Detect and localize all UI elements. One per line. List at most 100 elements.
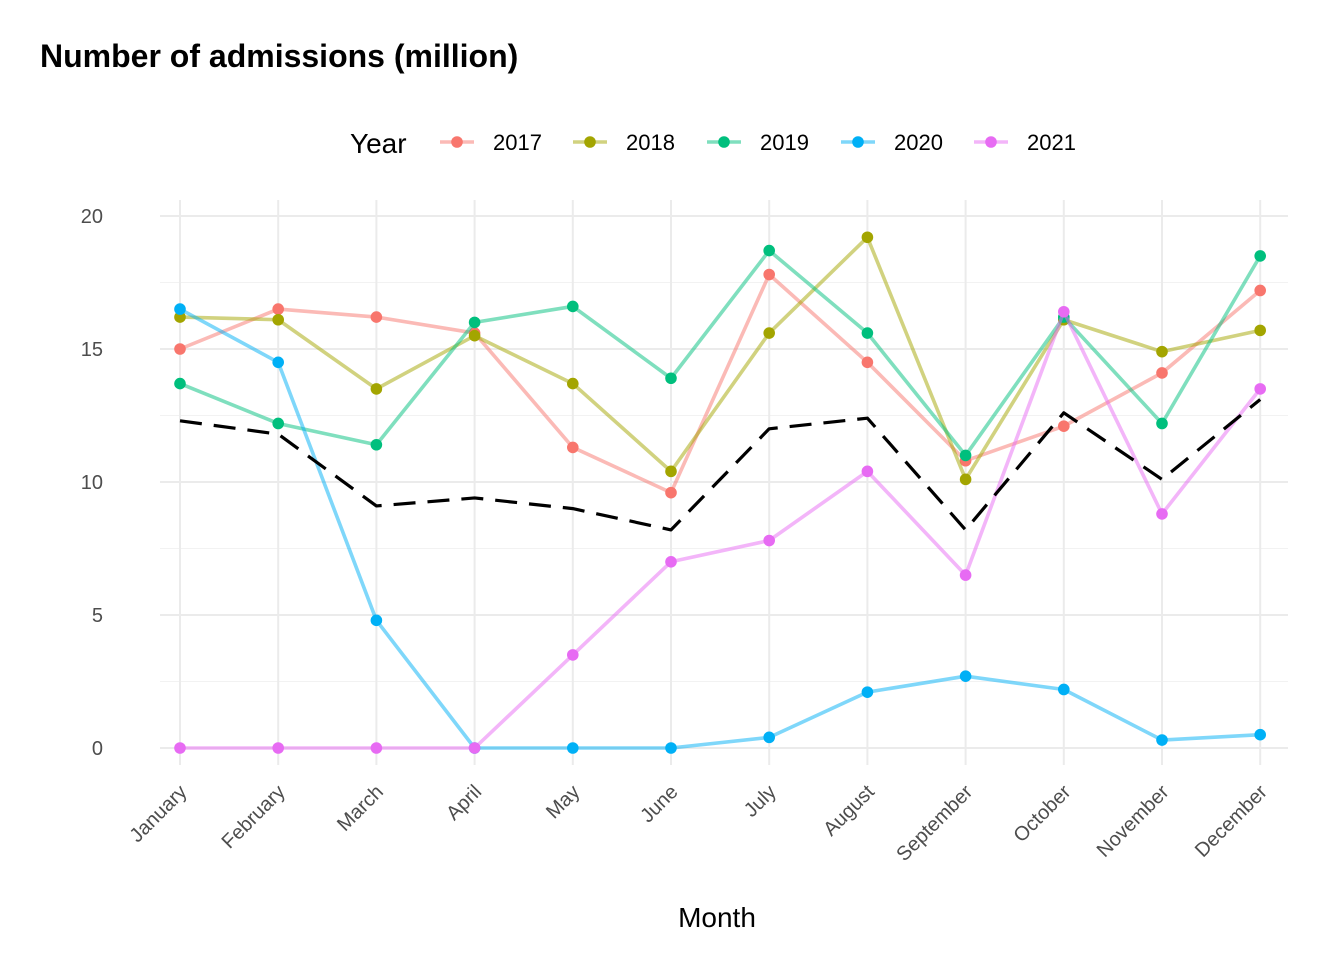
x-axis-title: Month bbox=[678, 902, 756, 933]
data-point-2019 bbox=[174, 377, 186, 390]
legend-item-2019: 2019 bbox=[707, 130, 809, 155]
data-point-2019 bbox=[272, 417, 285, 430]
data-point-2021 bbox=[1058, 305, 1070, 318]
data-point-2019 bbox=[861, 327, 874, 339]
series-line-2019 bbox=[179, 248, 1262, 458]
x-axis-ticks: January February March April May June July Augu… bbox=[126, 781, 1272, 866]
legend-key-point bbox=[852, 136, 864, 148]
x-tick-label: November bbox=[1093, 781, 1174, 862]
data-point-2018 bbox=[1156, 345, 1168, 358]
y-tick-label: 0 bbox=[92, 738, 103, 760]
x-tick-label: December bbox=[1191, 781, 1272, 862]
x-tick-label: July bbox=[740, 781, 781, 822]
series-line-2021 bbox=[180, 309, 1262, 750]
data-point-2018 bbox=[1254, 324, 1266, 337]
plot-area bbox=[174, 231, 1266, 754]
data-point-2019 bbox=[959, 449, 972, 462]
data-point-2021 bbox=[1254, 383, 1266, 395]
legend-label: 2019 bbox=[760, 130, 809, 155]
data-point-2021 bbox=[370, 742, 383, 754]
data-point-2018 bbox=[665, 465, 677, 478]
legend-key-point bbox=[451, 136, 463, 148]
data-point-2017 bbox=[1058, 420, 1070, 432]
legend-key-point bbox=[985, 136, 997, 148]
data-point-2019 bbox=[370, 438, 383, 451]
y-tick-label: 20 bbox=[81, 206, 103, 228]
data-point-2021 bbox=[1156, 508, 1168, 520]
data-point-2018 bbox=[861, 231, 874, 244]
data-point-2017 bbox=[174, 343, 186, 355]
data-point-2020 bbox=[959, 670, 972, 682]
y-tick-label: 5 bbox=[92, 605, 103, 627]
data-point-2020 bbox=[174, 303, 186, 315]
data-point-2020 bbox=[861, 686, 874, 698]
y-axis-ticks: 0 5 10 15 20 bbox=[81, 206, 103, 760]
legend-key-point bbox=[584, 136, 596, 148]
data-point-2020 bbox=[370, 614, 383, 627]
series-line-2018 bbox=[179, 235, 1261, 482]
data-point-2017 bbox=[665, 486, 677, 499]
data-point-2018 bbox=[959, 473, 972, 486]
data-point-2017 bbox=[567, 441, 579, 454]
data-point-2018 bbox=[174, 311, 186, 323]
data-point-2020 bbox=[763, 731, 775, 744]
data-point-2018 bbox=[272, 313, 285, 326]
data-point-2018 bbox=[468, 329, 481, 342]
x-tick-label: March bbox=[333, 781, 388, 836]
data-point-2021 bbox=[763, 534, 775, 547]
legend-item-2020: 2020 bbox=[841, 130, 943, 155]
legend: Year 2017 2018 2019 2020 2021 bbox=[350, 128, 1076, 159]
legend-label: 2017 bbox=[493, 130, 542, 155]
data-point-2019 bbox=[665, 372, 677, 385]
series-line-2020 bbox=[179, 307, 1261, 750]
series-line-2017 bbox=[179, 272, 1262, 495]
reference-line bbox=[179, 398, 1262, 532]
x-tick-label: August bbox=[819, 781, 879, 841]
data-point-2017 bbox=[1156, 367, 1168, 379]
legend-item-2018: 2018 bbox=[573, 130, 675, 155]
data-point-2021 bbox=[468, 742, 481, 754]
chart-title: Number of admissions (million) bbox=[40, 38, 518, 74]
legend-item-2021: 2021 bbox=[974, 130, 1076, 155]
data-point-2021 bbox=[174, 742, 186, 754]
data-point-2020 bbox=[1254, 728, 1266, 741]
x-tick-label: February bbox=[218, 781, 290, 853]
data-point-2021 bbox=[665, 556, 677, 568]
data-point-2018 bbox=[370, 383, 383, 395]
data-point-2021 bbox=[567, 649, 579, 661]
data-point-2017 bbox=[861, 356, 874, 369]
data-point-2021 bbox=[959, 569, 972, 581]
data-point-2019 bbox=[567, 300, 579, 313]
legend-title: Year bbox=[350, 128, 407, 159]
legend-label: 2021 bbox=[1027, 130, 1076, 155]
data-point-2020 bbox=[272, 356, 285, 369]
legend-item-2017: 2017 bbox=[440, 130, 542, 155]
x-tick-label: September bbox=[892, 781, 977, 866]
data-point-2018 bbox=[763, 327, 775, 339]
data-point-2019 bbox=[468, 316, 481, 329]
data-point-2017 bbox=[763, 268, 775, 281]
x-tick-label: May bbox=[542, 781, 584, 823]
y-tick-label: 15 bbox=[81, 339, 103, 361]
data-point-2020 bbox=[567, 742, 579, 754]
x-tick-label: October bbox=[1009, 781, 1075, 847]
data-point-2017 bbox=[272, 303, 285, 315]
legend-label: 2020 bbox=[894, 130, 943, 155]
data-point-2017 bbox=[370, 311, 383, 323]
x-tick-label: April bbox=[442, 781, 486, 825]
grid bbox=[160, 200, 1288, 765]
data-point-2021 bbox=[861, 465, 874, 478]
data-point-2019 bbox=[1156, 417, 1168, 430]
y-tick-label: 10 bbox=[81, 472, 103, 494]
legend-key-point bbox=[718, 136, 730, 148]
x-tick-label: June bbox=[636, 781, 682, 827]
data-point-2020 bbox=[665, 742, 677, 754]
data-point-2020 bbox=[1156, 734, 1168, 746]
data-point-2021 bbox=[272, 742, 285, 754]
data-point-2019 bbox=[1254, 250, 1266, 262]
data-point-2018 bbox=[567, 377, 579, 390]
x-tick-label: January bbox=[126, 781, 192, 847]
data-point-2019 bbox=[763, 244, 775, 257]
data-point-2020 bbox=[1058, 683, 1070, 696]
